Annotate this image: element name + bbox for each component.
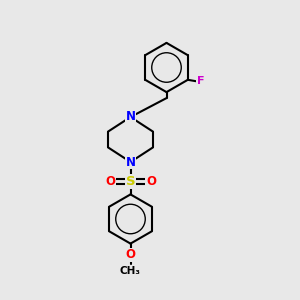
Text: O: O — [146, 175, 156, 188]
Text: O: O — [105, 175, 115, 188]
Text: O: O — [125, 248, 136, 262]
Text: S: S — [126, 175, 135, 188]
Text: F: F — [197, 76, 204, 86]
Text: N: N — [125, 110, 136, 124]
Text: N: N — [125, 155, 136, 169]
Text: CH₃: CH₃ — [120, 266, 141, 276]
